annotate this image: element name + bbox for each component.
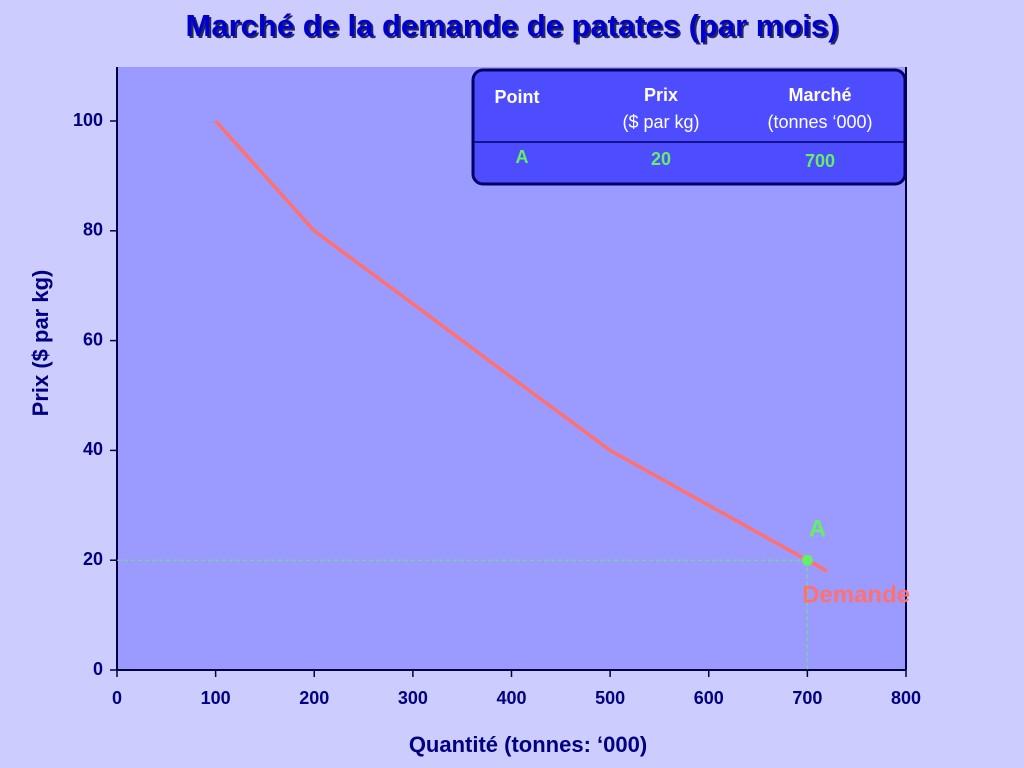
x-tick-label: 400	[496, 688, 526, 708]
y-tick-label: 60	[83, 329, 103, 349]
data-table: Point Prix ($ par kg) Marché (tonnes ‘000) A 2…	[471, 68, 907, 186]
x-tick-label: 500	[595, 688, 625, 708]
table-cell: 700	[805, 151, 835, 171]
x-tick-label: 200	[299, 688, 329, 708]
x-tick-label: 100	[201, 688, 231, 708]
table-header: Point	[495, 87, 540, 107]
y-tick-label: 100	[73, 110, 103, 130]
table-cell: 20	[651, 149, 671, 169]
x-axis-label: Quantité (tonnes: ‘000)	[409, 732, 647, 757]
chart-title: Marché de la demande de patates (par moi…	[186, 8, 839, 43]
demand-line	[214, 119, 828, 573]
x-tick-label: 0	[112, 688, 122, 708]
table-box	[471, 68, 907, 186]
point-marker	[801, 554, 813, 566]
y-tick-label: 20	[83, 549, 103, 569]
point-label: A	[809, 516, 826, 543]
series-label: Demande	[802, 582, 910, 609]
table-header: Prix	[644, 85, 678, 105]
x-tick-label: 600	[694, 688, 724, 708]
table-header-unit: (tonnes ‘000)	[767, 112, 872, 132]
x-tick-label: 700	[792, 688, 822, 708]
y-tick-label: 80	[83, 220, 103, 240]
y-axis-label: Prix ($ par kg)	[28, 270, 53, 417]
table-cell: A	[516, 147, 529, 167]
table-header-unit: ($ par kg)	[622, 112, 699, 132]
table-header: Marché	[788, 85, 851, 105]
y-tick-label: 40	[83, 439, 103, 459]
x-tick-label: 800	[891, 688, 921, 708]
x-tick-label: 300	[398, 688, 428, 708]
y-tick-label: 0	[93, 659, 103, 679]
